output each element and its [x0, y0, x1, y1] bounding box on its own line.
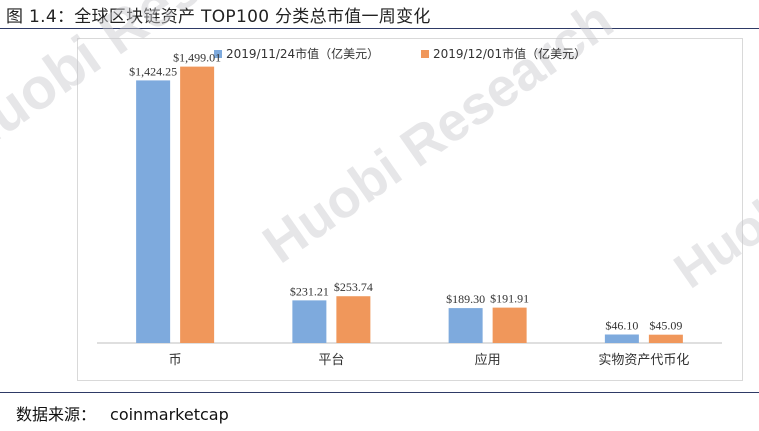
- data-label: $191.91: [490, 292, 529, 306]
- bar-dec01-1: [336, 296, 371, 343]
- bar-nov24-0: [136, 80, 171, 344]
- legend-swatch: [421, 50, 429, 58]
- data-label: $45.09: [649, 319, 682, 333]
- x-tick-labels: 币 平台 应用 实物资产代币化: [169, 352, 690, 368]
- bar-dec01-3: [648, 334, 683, 343]
- bars: [136, 66, 683, 344]
- source-name: coinmarketcap: [110, 405, 229, 424]
- bottom-rule: [0, 392, 759, 393]
- data-label: $231.21: [290, 284, 329, 298]
- figure-title: 图 1.4：全球区块链资产 TOP100 分类总市值一周变化: [6, 7, 431, 27]
- data-label: $189.30: [446, 292, 485, 306]
- bar-dec01-0: [180, 66, 215, 344]
- bar-dec01-2: [492, 307, 527, 343]
- x-tick-label: 实物资产代币化: [598, 353, 689, 368]
- data-label: $253.74: [334, 280, 373, 294]
- source-line: 数据来源： coinmarketcap: [16, 401, 229, 425]
- x-tick-label: 平台: [318, 353, 344, 368]
- top-rule: [0, 28, 759, 29]
- bar-nov24-2: [448, 308, 483, 343]
- bar-nov24-1: [292, 300, 327, 343]
- watermark-text: Huobi Research: [252, 0, 623, 275]
- legend-label: 2019/11/24市值（亿美元）: [226, 46, 379, 61]
- data-label: $1,424.25: [129, 64, 177, 78]
- source-label: 数据来源：: [16, 405, 97, 424]
- x-tick-label: 币: [169, 353, 182, 368]
- legend-label: 2019/12/01市值（亿美元）: [433, 46, 586, 61]
- data-label: $46.10: [605, 319, 638, 333]
- chart-frame: [77, 38, 743, 381]
- legend: 2019/11/24市值（亿美元） 2019/12/01市值（亿美元）: [214, 46, 586, 61]
- watermark-text: Huobi Research: [664, 35, 759, 299]
- x-tick-label: 应用: [475, 352, 501, 368]
- data-label: $1,499.01: [173, 51, 221, 65]
- legend-swatch: [214, 50, 222, 58]
- data-labels: $1,424.25$1,499.01 $231.21 $253.74 $189.30 $…: [129, 51, 682, 333]
- bar-nov24-3: [604, 334, 639, 343]
